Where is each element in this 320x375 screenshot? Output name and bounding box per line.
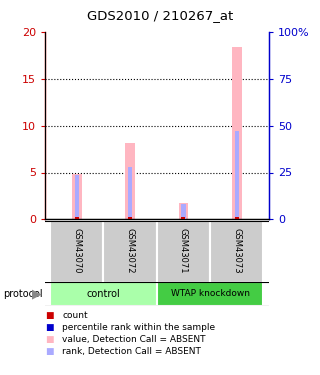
- Text: rank, Detection Call = ABSENT: rank, Detection Call = ABSENT: [62, 347, 201, 356]
- Bar: [103, 221, 157, 283]
- Bar: [50, 282, 157, 306]
- Text: ■: ■: [45, 347, 53, 356]
- Text: ■: ■: [45, 323, 53, 332]
- Text: control: control: [87, 289, 120, 299]
- Bar: [125, 144, 135, 219]
- Text: value, Detection Call = ABSENT: value, Detection Call = ABSENT: [62, 335, 206, 344]
- Bar: [235, 131, 239, 219]
- Text: protocol: protocol: [3, 289, 43, 299]
- Bar: [210, 221, 263, 283]
- Bar: [181, 204, 186, 219]
- Text: count: count: [62, 311, 88, 320]
- Point: [128, 216, 133, 222]
- Text: GSM43073: GSM43073: [232, 228, 241, 274]
- Bar: [232, 47, 242, 219]
- Bar: [157, 282, 263, 306]
- Bar: [157, 221, 210, 283]
- Text: GSM43071: GSM43071: [179, 228, 188, 274]
- Bar: [128, 167, 132, 219]
- Point: [181, 216, 186, 222]
- Text: percentile rank within the sample: percentile rank within the sample: [62, 323, 216, 332]
- Point: [234, 216, 239, 222]
- Text: GSM43070: GSM43070: [72, 228, 81, 274]
- Bar: [75, 176, 79, 219]
- Bar: [50, 221, 103, 283]
- Text: GSM43072: GSM43072: [126, 228, 135, 274]
- Text: WTAP knockdown: WTAP knockdown: [171, 290, 250, 298]
- Text: ▶: ▶: [32, 288, 42, 300]
- Text: ■: ■: [45, 311, 53, 320]
- Bar: [179, 203, 188, 219]
- Bar: [72, 174, 82, 219]
- Text: GDS2010 / 210267_at: GDS2010 / 210267_at: [87, 9, 233, 22]
- Text: ■: ■: [45, 335, 53, 344]
- Point: [74, 216, 79, 222]
